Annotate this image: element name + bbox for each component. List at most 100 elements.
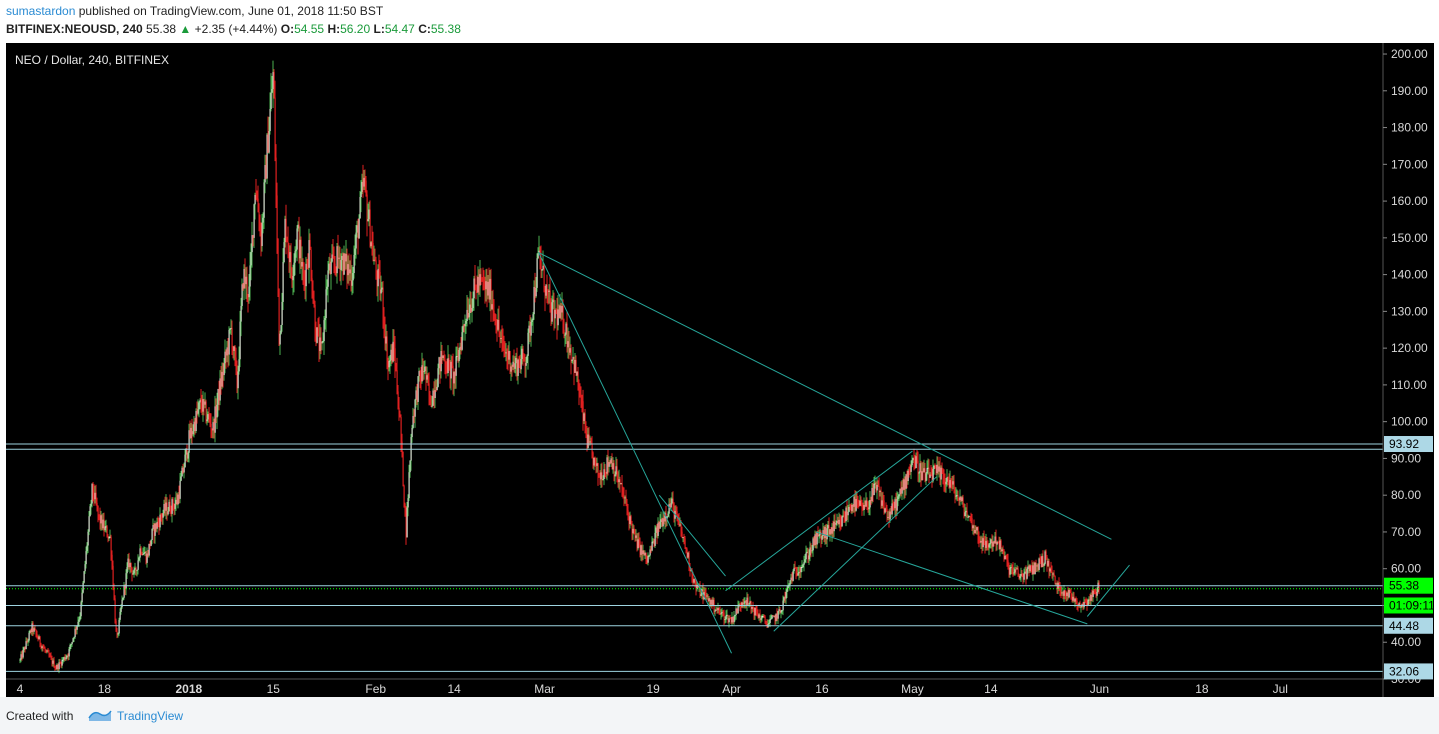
- time-tick-label: 14: [447, 682, 461, 696]
- time-tick-label: 2018: [175, 682, 202, 696]
- candle-body: [1070, 592, 1072, 595]
- candle-body: [575, 359, 577, 376]
- candle-body: [659, 522, 661, 529]
- candle-body: [22, 649, 24, 658]
- candle-body: [861, 503, 863, 509]
- candle-body: [136, 569, 138, 571]
- candle-body: [908, 470, 910, 472]
- candle-body: [215, 406, 217, 418]
- candle-body: [69, 644, 71, 650]
- candle-body: [394, 348, 396, 368]
- candle-body: [564, 334, 566, 336]
- candle-body: [455, 356, 457, 376]
- candle-body: [202, 399, 204, 412]
- candle-body: [930, 474, 932, 476]
- candle-body: [712, 599, 714, 607]
- candle-body: [720, 613, 722, 615]
- candle-body: [890, 511, 892, 515]
- high-label: H:: [327, 22, 341, 36]
- candle-body: [446, 370, 448, 374]
- candle-body: [488, 281, 490, 300]
- candle-body: [405, 511, 407, 538]
- candle-body: [482, 279, 484, 281]
- candle-body: [1014, 569, 1016, 573]
- candle-body: [980, 540, 982, 543]
- candle-body: [510, 366, 512, 372]
- candle-body: [785, 591, 787, 599]
- candle-body: [550, 302, 552, 322]
- candle-body: [577, 371, 579, 389]
- candle-body: [1076, 600, 1078, 606]
- candle-body: [570, 348, 572, 362]
- candle-body: [71, 641, 73, 645]
- price-tick-label: 70.00: [1391, 525, 1421, 539]
- candle-body: [396, 370, 398, 392]
- candle-body: [717, 608, 719, 611]
- candle-body: [671, 498, 673, 504]
- candle-body: [679, 524, 681, 526]
- candle-body: [753, 611, 755, 616]
- candle-body: [1063, 590, 1065, 596]
- candle-body: [891, 503, 893, 515]
- candle-body: [888, 516, 890, 520]
- candle-body: [301, 261, 303, 267]
- candle-body: [762, 615, 764, 617]
- candle-body: [1036, 565, 1038, 567]
- candle-body: [587, 434, 589, 448]
- candle-body: [1078, 602, 1080, 606]
- candle-body: [787, 585, 789, 589]
- candle-body: [871, 487, 873, 502]
- candle-body: [793, 567, 795, 572]
- candle-body: [38, 636, 40, 640]
- candle-body: [960, 496, 962, 501]
- candle-body: [404, 503, 406, 512]
- candle-body: [921, 471, 923, 481]
- candle-body: [106, 526, 108, 537]
- candle-body: [64, 657, 66, 660]
- candle-body: [942, 473, 944, 478]
- candle-body: [807, 551, 809, 560]
- price-chart[interactable]: NEO / Dollar, 240, BITFINEX 200.00 190.00…: [6, 43, 1434, 697]
- countdown-label: 01:09:11: [1389, 598, 1434, 612]
- tradingview-brand-link[interactable]: TradingView: [117, 709, 184, 723]
- candle-body: [473, 278, 475, 299]
- price-label-bg: [1384, 617, 1433, 634]
- candle-body: [831, 527, 833, 534]
- candle-body: [614, 474, 616, 477]
- candle-body: [418, 371, 420, 377]
- author-link[interactable]: sumastardon: [6, 4, 76, 18]
- candle-body: [641, 545, 643, 555]
- high-value: 56.20: [340, 22, 371, 36]
- candle-body: [998, 541, 1000, 550]
- time-axis[interactable]: 4 18 2018 15 Feb 14 Mar 19 Apr 16 May 14 Jun 18 Jul: [17, 682, 1288, 696]
- price-axis[interactable]: 200.00 190.00 180.00 170.00 160.00 150.00 140.…: [1383, 47, 1428, 686]
- candle-body: [185, 448, 187, 455]
- candle-body: [1064, 590, 1066, 594]
- candle-body: [777, 611, 779, 619]
- candle-body: [850, 509, 852, 512]
- candle-body: [715, 609, 717, 611]
- trendline: [725, 450, 913, 592]
- candle-body: [768, 622, 770, 625]
- candle-body: [376, 276, 378, 287]
- candle-body: [604, 469, 606, 474]
- candle-body: [141, 553, 143, 555]
- candle-body: [386, 336, 388, 367]
- candle-body: [1044, 551, 1046, 564]
- candle-body: [757, 614, 759, 618]
- candle-body: [1018, 574, 1020, 579]
- candle-body: [365, 180, 367, 195]
- candle-body: [221, 371, 223, 387]
- chart-canvas[interactable]: NEO / Dollar, 240, BITFINEX 200.00 190.00…: [6, 43, 1434, 697]
- candle-body: [758, 614, 760, 618]
- candle-body: [940, 467, 942, 480]
- candle-body: [67, 655, 69, 657]
- candle-body: [199, 399, 201, 403]
- tradingview-logo-icon[interactable]: [88, 708, 112, 727]
- open-label: O:: [280, 22, 295, 36]
- candle-body: [117, 633, 119, 635]
- candle-body: [217, 388, 219, 405]
- candle-body: [576, 371, 578, 376]
- candle-body: [228, 329, 230, 355]
- candle-body: [452, 365, 454, 384]
